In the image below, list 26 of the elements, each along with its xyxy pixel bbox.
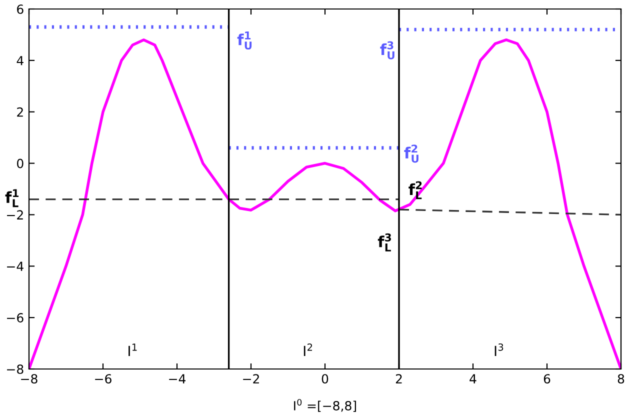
annotation: f$^{3}$$_{U}$ bbox=[380, 41, 394, 60]
x-tick-label: −4 bbox=[169, 374, 186, 384]
x-tick-label: 2 bbox=[396, 374, 402, 384]
x-tick-label: 0 bbox=[322, 374, 328, 384]
y-tick-label: −4 bbox=[7, 262, 24, 271]
y-tick-label: 0 bbox=[17, 158, 24, 168]
x-tick-label: 8 bbox=[618, 374, 624, 384]
y-tick-label: 4 bbox=[16, 56, 24, 66]
x-axis-title: I$^{0}$ =[−8,8] bbox=[294, 399, 356, 412]
x-tick-label: −6 bbox=[95, 374, 112, 384]
y-tick-label: −6 bbox=[7, 313, 24, 322]
y-tick-label: 2 bbox=[17, 107, 23, 117]
x-tick-label: 6 bbox=[544, 374, 550, 384]
annotation: f$^{2}$$_{U}$ bbox=[404, 144, 418, 163]
annotation: f$^{3}$$_{L}$ bbox=[378, 233, 391, 252]
x-tick-label: −2 bbox=[243, 374, 259, 384]
annotation: f$^{1}$$_{U}$ bbox=[237, 32, 252, 50]
annotation: I$^{1}$ bbox=[128, 344, 137, 356]
y-tick-label: −8 bbox=[7, 364, 24, 374]
y-tick-label: −2 bbox=[7, 210, 23, 220]
text: f$^{1}$$_{L}$ bbox=[5, 189, 19, 208]
x-tick-label: 4 bbox=[470, 374, 476, 384]
y-tick-label: 6 bbox=[17, 4, 24, 14]
annotation: I$^{3}$ bbox=[494, 343, 504, 356]
annotation: I$^{2}$ bbox=[304, 343, 312, 356]
annotation: f$^{2}$$_{L}$ bbox=[408, 181, 422, 200]
